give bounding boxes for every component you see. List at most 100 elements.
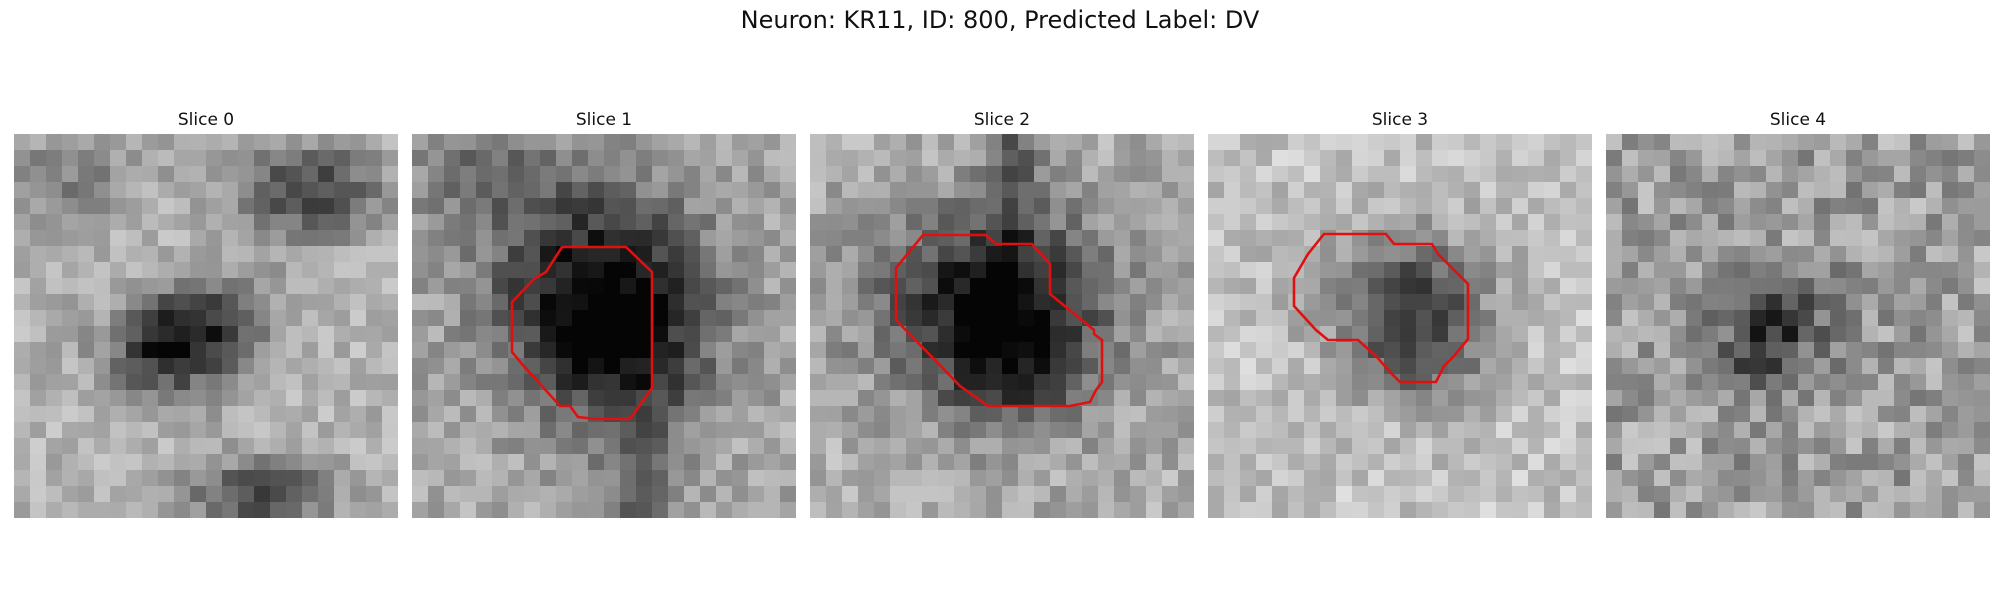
- pixel: [540, 150, 557, 167]
- pixel: [62, 502, 79, 518]
- pixel: [382, 198, 398, 215]
- pixel: [350, 214, 367, 231]
- pixel: [508, 214, 525, 231]
- pixel: [636, 310, 653, 327]
- pixel: [826, 454, 843, 471]
- pixel: [1528, 438, 1545, 455]
- pixel: [1606, 262, 1623, 279]
- pixel: [1830, 454, 1847, 471]
- pixel: [764, 150, 781, 167]
- pixel: [1958, 198, 1975, 215]
- pixel: [1018, 486, 1035, 503]
- pixel: [94, 230, 111, 247]
- pixel: [1718, 326, 1735, 343]
- pixel: [206, 294, 223, 311]
- pixel: [858, 486, 875, 503]
- pixel: [30, 198, 47, 215]
- pixel: [14, 278, 31, 295]
- pixel: [524, 406, 541, 423]
- pixel: [1146, 502, 1163, 518]
- pixel: [1958, 390, 1975, 407]
- pixel: [1480, 342, 1497, 359]
- pixel: [46, 486, 63, 503]
- pixel: [334, 390, 351, 407]
- pixel: [810, 502, 827, 518]
- pixel: [1448, 470, 1465, 487]
- pixel: [444, 502, 461, 518]
- pixel: [572, 150, 589, 167]
- pixel: [158, 198, 175, 215]
- pixel: [302, 262, 319, 279]
- pixel: [556, 198, 573, 215]
- pixel: [1830, 502, 1847, 518]
- pixel: [938, 358, 955, 375]
- pixel: [1974, 214, 1990, 231]
- pixel: [1098, 262, 1115, 279]
- pixel: [652, 406, 669, 423]
- pixel: [94, 374, 111, 391]
- pixel: [970, 182, 987, 199]
- pixel: [906, 262, 923, 279]
- pixel: [636, 374, 653, 391]
- pixel: [1288, 470, 1305, 487]
- pixel: [1448, 278, 1465, 295]
- pixel: [1272, 230, 1289, 247]
- pixel: [748, 406, 765, 423]
- pixel: [1448, 166, 1465, 183]
- pixel: [1862, 374, 1879, 391]
- pixel: [652, 358, 669, 375]
- pixel: [1496, 230, 1513, 247]
- pixel: [556, 406, 573, 423]
- pixel: [1066, 374, 1083, 391]
- pixel: [1766, 422, 1783, 439]
- pixel: [1400, 214, 1417, 231]
- pixel: [1638, 406, 1655, 423]
- pixel: [1718, 310, 1735, 327]
- pixel: [174, 486, 191, 503]
- pixel: [684, 230, 701, 247]
- pixel: [1910, 374, 1927, 391]
- pixel: [190, 214, 207, 231]
- pixel: [1782, 438, 1799, 455]
- pixel: [604, 358, 621, 375]
- pixel: [318, 390, 335, 407]
- pixel: [1974, 422, 1990, 439]
- pixel: [954, 294, 971, 311]
- pixel: [1910, 326, 1927, 343]
- pixel: [748, 486, 765, 503]
- pixel: [238, 422, 255, 439]
- pixel: [1718, 166, 1735, 183]
- pixel: [1114, 310, 1131, 327]
- pixel: [604, 422, 621, 439]
- pixel: [1686, 470, 1703, 487]
- pixel: [1002, 470, 1019, 487]
- pixel: [366, 214, 383, 231]
- pixel: [954, 502, 971, 518]
- pixel: [1750, 214, 1767, 231]
- pixel: [62, 358, 79, 375]
- pixel: [764, 390, 781, 407]
- pixel: [1830, 278, 1847, 295]
- pixel: [1384, 246, 1401, 263]
- pixel: [1974, 182, 1990, 199]
- pixel: [1034, 150, 1051, 167]
- pixel: [1352, 438, 1369, 455]
- pixel: [126, 230, 143, 247]
- pixel: [524, 214, 541, 231]
- pixel: [858, 454, 875, 471]
- pixel: [684, 310, 701, 327]
- pixel: [30, 310, 47, 327]
- pixel: [1544, 182, 1561, 199]
- pixel: [1702, 182, 1719, 199]
- pixel: [412, 486, 429, 503]
- pixel: [1544, 374, 1561, 391]
- pixel: [334, 278, 351, 295]
- pixel: [1512, 198, 1529, 215]
- pixel: [110, 326, 127, 343]
- pixel: [1352, 294, 1369, 311]
- pixel: [94, 422, 111, 439]
- pixel: [1304, 278, 1321, 295]
- pixel: [1320, 422, 1337, 439]
- pixel: [540, 486, 557, 503]
- pixel: [556, 214, 573, 231]
